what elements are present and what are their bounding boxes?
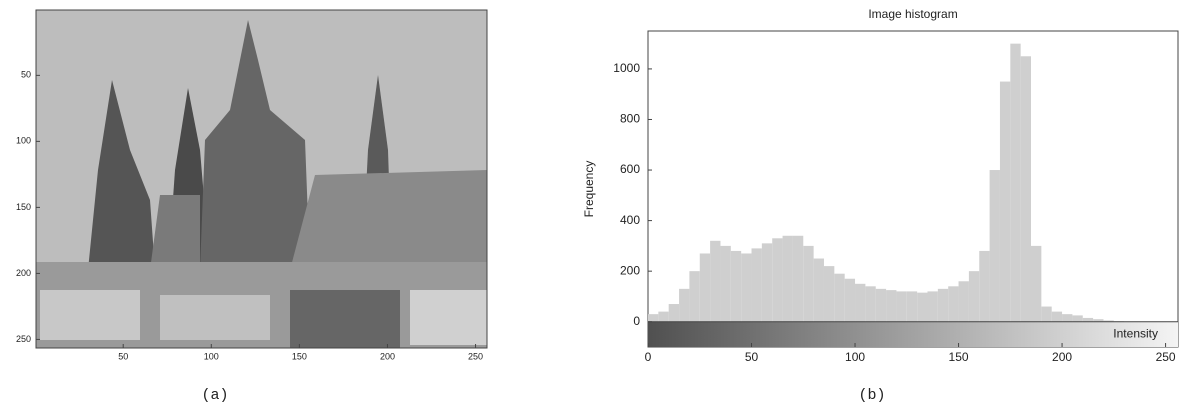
bar (783, 236, 793, 322)
x-tick-label: 150 (292, 351, 307, 361)
bar (886, 290, 896, 322)
bar (907, 291, 917, 321)
bar (1010, 44, 1020, 322)
bar (824, 266, 834, 322)
bar (731, 251, 741, 322)
bar (762, 243, 772, 321)
x-tick-label: 250 (1156, 350, 1176, 364)
photo (36, 10, 487, 348)
page: (a) Image histogram Frequency (b) 50 100 1… (0, 0, 1192, 410)
x-tick-label: 250 (468, 351, 483, 361)
bar (969, 271, 979, 322)
bar (772, 238, 782, 321)
bar (1021, 56, 1031, 321)
x-tick-label: 0 (645, 350, 652, 364)
caption: (b) (858, 387, 885, 404)
bar (927, 291, 937, 321)
bar (1000, 82, 1010, 322)
bar (741, 253, 751, 321)
bar (658, 312, 668, 322)
x-tick-label: 200 (1052, 350, 1072, 364)
bar (948, 286, 958, 321)
x-tick-label: 50 (118, 351, 128, 361)
figure: (a) Image histogram Frequency (b) 50 100 1… (0, 0, 1192, 410)
y-tick-label: 250 (16, 334, 31, 344)
bar (979, 251, 989, 322)
x-tick-label: 100 (204, 351, 219, 361)
bar (793, 236, 803, 322)
bar (834, 274, 844, 322)
y-tick-label: 600 (620, 162, 640, 176)
bar (990, 170, 1000, 322)
x-tick-label: 50 (745, 350, 759, 364)
bar (1072, 315, 1082, 321)
y-tick-label: 800 (620, 112, 640, 126)
bar (1031, 246, 1041, 322)
bar (1083, 318, 1093, 322)
bar (938, 289, 948, 322)
bar (814, 259, 824, 322)
bar (752, 248, 762, 321)
bar (720, 246, 730, 322)
bar (669, 304, 679, 322)
y-tick-label: 200 (16, 268, 31, 278)
bar (876, 289, 886, 322)
bar (710, 241, 720, 322)
chart-title: Image histogram (868, 7, 957, 21)
y-tick-label: 200 (620, 263, 640, 277)
bar (1052, 312, 1062, 322)
bar (1041, 307, 1051, 322)
x-tick-label: 200 (380, 351, 395, 361)
bar (679, 289, 689, 322)
bar (865, 286, 875, 321)
bar (896, 291, 906, 321)
bar (1062, 314, 1072, 322)
colorbar (648, 322, 1178, 347)
x-tick-label: 150 (949, 350, 969, 364)
y-tick-label: 1000 (613, 61, 640, 75)
bar (803, 246, 813, 322)
y-tick-label: 50 (21, 70, 31, 80)
y-axis-label: Frequency (582, 161, 596, 218)
y-tick-label: 0 (633, 314, 640, 328)
caption: (a) (201, 387, 228, 404)
y-tick-label: 400 (620, 213, 640, 227)
y-tick-label: 100 (16, 136, 31, 146)
y-tick-label: 150 (16, 202, 31, 212)
bar (917, 293, 927, 322)
bar (855, 284, 865, 322)
x-axis-label: Intensity (1113, 327, 1158, 341)
x-tick-label: 100 (845, 350, 865, 364)
bar (648, 314, 658, 322)
bar (845, 279, 855, 322)
bar (700, 253, 710, 321)
bar (689, 271, 699, 322)
bar (959, 281, 969, 321)
